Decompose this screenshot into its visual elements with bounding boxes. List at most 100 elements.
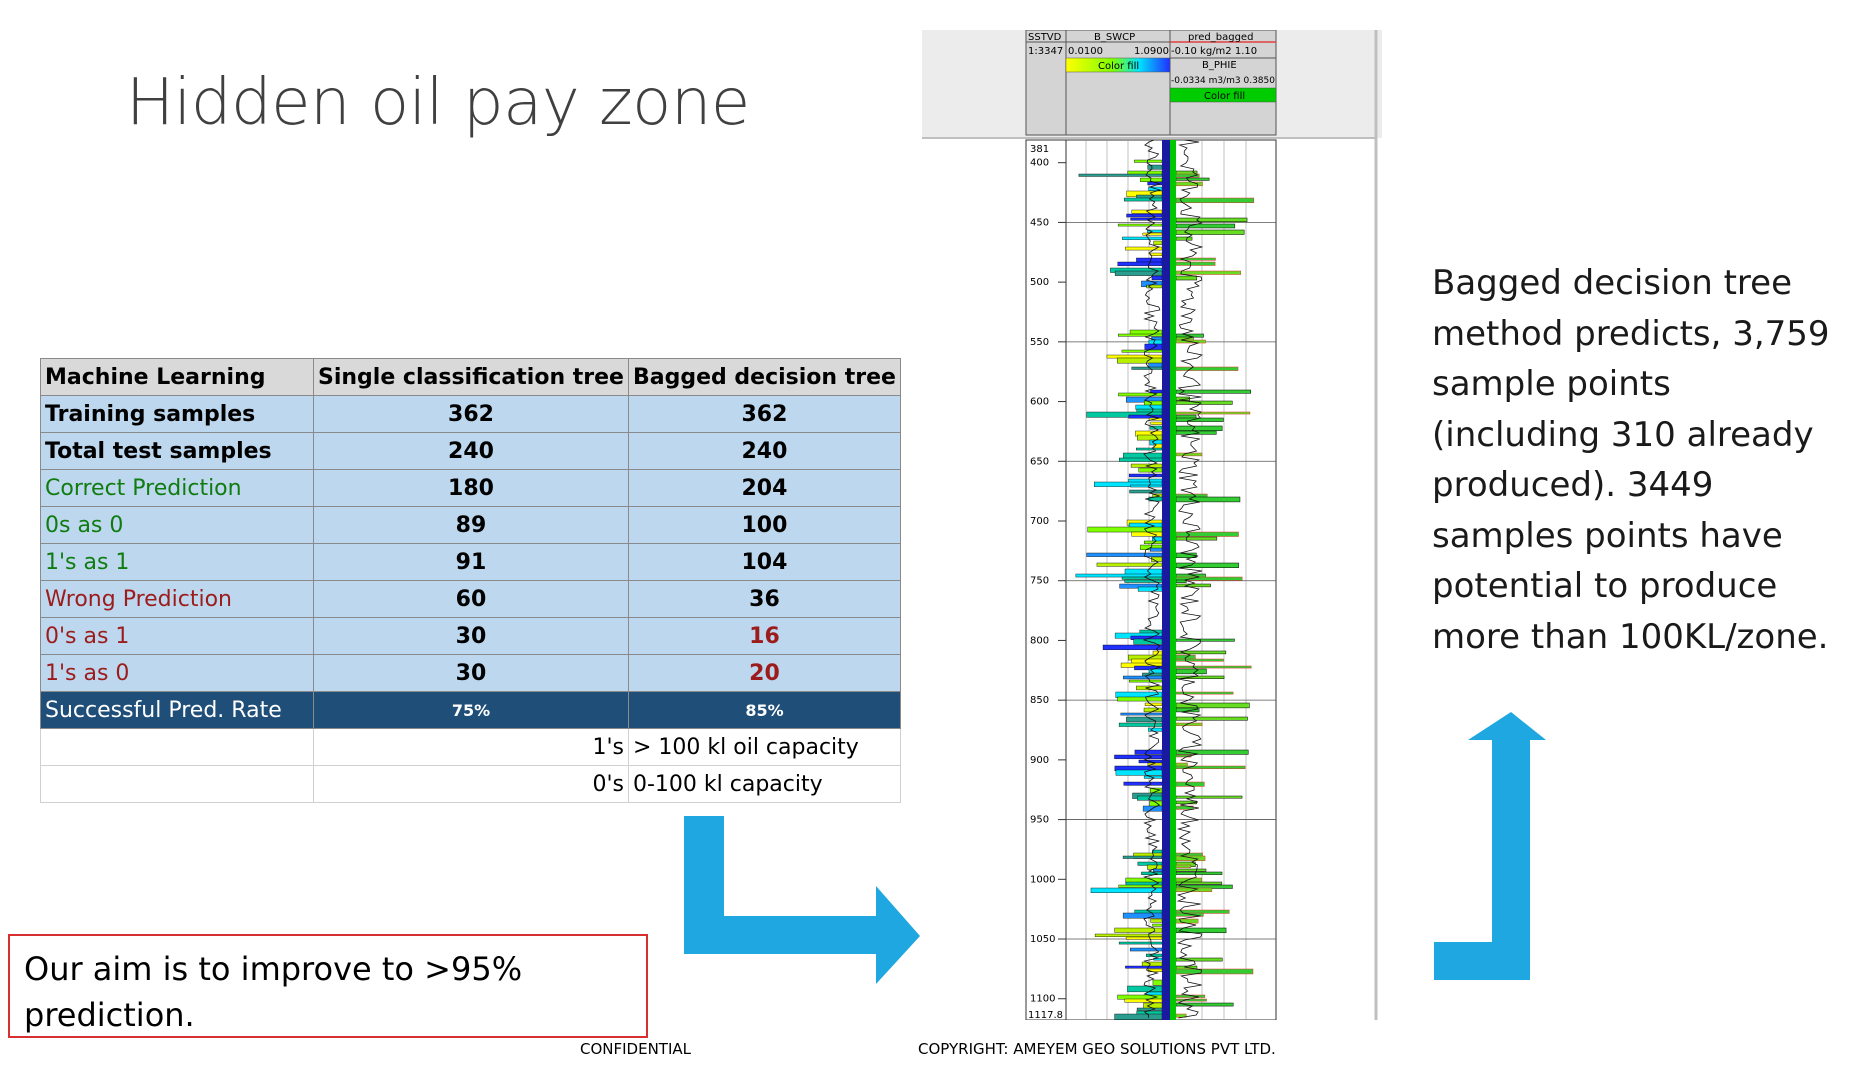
swcp-fill-segment (1150, 547, 1163, 552)
swcp-fill-segment (1126, 213, 1163, 218)
swcp-fill-segment (1134, 749, 1163, 755)
swcp-fill-segment (1118, 722, 1163, 727)
swcp-fill-segment (1125, 936, 1163, 940)
phie-fill-segment (1175, 217, 1248, 223)
bagged-value: 204 (627, 469, 901, 507)
bagged-value: 16 (627, 617, 901, 655)
swcp-fill-segment (1148, 727, 1163, 732)
depth-tick-label: 500 (1030, 277, 1049, 288)
confidential-label: CONFIDENTIAL (580, 1040, 692, 1058)
phie-fill-segment (1175, 275, 1198, 281)
row-label: Wrong Prediction (40, 580, 314, 618)
row-label: 0s as 0 (40, 506, 314, 544)
swcp-fill-segment (1123, 675, 1163, 680)
phie-fill-segment (1175, 452, 1203, 457)
swcp-fill-segment (1134, 159, 1163, 163)
swcp-fill-segment (1122, 855, 1163, 859)
phie-fill-segment (1175, 795, 1243, 799)
swcp-fill-segment (1127, 985, 1163, 993)
swcp-fill-segment (1114, 754, 1163, 760)
swcp-fill-segment (1106, 354, 1163, 359)
phie-fill-segment (1175, 968, 1254, 975)
swcp-fill-segment (1144, 343, 1163, 350)
track3-range: -0.0334 m3/m3 0.3850 (1171, 76, 1275, 86)
depth-tick-label: 900 (1030, 755, 1049, 766)
swcp-fill-segment (1130, 217, 1163, 221)
swcp-fill-segment (1121, 576, 1163, 580)
depth-tick-label: 650 (1030, 456, 1049, 467)
track1-min: 0.0100 (1068, 46, 1103, 57)
phie-fill-segment (1175, 668, 1207, 675)
single-value: 30 (313, 654, 629, 692)
phie-fill-segment (1175, 638, 1235, 642)
log-tracks: 381 1117.8 400 450 500 550 600 650 700 750 800 85… (1025, 139, 1277, 1020)
table-row: Successful Pred. Rate 75% 85% (40, 691, 901, 729)
swcp-fill-segment (1117, 261, 1163, 267)
swcp-fill-segment (1136, 257, 1163, 263)
phie-fill-segment (1175, 177, 1210, 181)
swcp-fill-segment (1120, 712, 1163, 716)
swcp-fill-segment (1150, 918, 1163, 923)
phie-fill-segment (1175, 425, 1223, 431)
track1-name: B_SWCP (1094, 32, 1135, 43)
depth-tick-label: 450 (1030, 217, 1049, 228)
phie-fill-segment (1175, 236, 1193, 241)
swcp-fill-segment (1149, 800, 1163, 807)
phie-fill-segment (1175, 927, 1227, 934)
row-label: 1's as 0 (40, 654, 314, 692)
phie-fill-segment (1175, 871, 1223, 875)
arrow-to-log-icon (684, 816, 924, 986)
swcp-fill-segment (1153, 868, 1163, 872)
legend-code: 0's (313, 765, 629, 803)
depth-tick-label: 600 (1030, 397, 1049, 408)
swcp-fill-segment (1121, 349, 1163, 353)
results-table: Machine Learning Single classification t… (40, 358, 901, 803)
phie-fill-segment (1175, 998, 1207, 1002)
single-value: 91 (313, 543, 629, 581)
swcp-fill-segment (1119, 457, 1163, 462)
legend-meaning: > 100 kl oil capacity (627, 728, 901, 766)
arrow-up-icon (1434, 712, 1546, 984)
row-label: 1's as 1 (40, 543, 314, 581)
swcp-fill-segment (1141, 871, 1163, 875)
table-row: Correct Prediction 180 204 (40, 469, 901, 507)
swcp-fill-segment (1115, 769, 1163, 776)
phie-fill-segment (1175, 702, 1250, 709)
header-cell: Single classification tree (313, 358, 629, 396)
swcp-fill-segment (1124, 197, 1163, 202)
table-row: 0's as 1 30 16 (40, 617, 901, 655)
track3-fill-label: Color fill (1204, 91, 1245, 102)
track2-range: -0.10 kg/m2 1.10 (1171, 46, 1257, 57)
track1-fill-label: Color fill (1098, 61, 1139, 72)
swcp-fill-segment (1138, 467, 1163, 473)
swcp-fill-segment (1141, 961, 1163, 967)
table-row: Wrong Prediction 60 36 (40, 580, 901, 618)
phie-fill-segment (1175, 855, 1206, 861)
swcp-curve (1142, 139, 1162, 1019)
phie-fill-segment (1175, 223, 1236, 229)
depth-tick-label: 700 (1030, 516, 1049, 527)
swcp-fill-segment (1144, 400, 1163, 406)
swcp-fill-segment (1118, 884, 1163, 888)
depth-top-label: 381 (1030, 144, 1049, 155)
depth-tick-label: 800 (1030, 635, 1049, 646)
swcp-fill-segment (1147, 164, 1163, 170)
swcp-fill-segment (1136, 1007, 1163, 1011)
phie-fill-segment (1175, 270, 1242, 275)
swcp-fill-segment (1150, 252, 1163, 256)
swcp-fill-segment (1086, 552, 1163, 557)
swcp-fill-segment (1102, 644, 1163, 650)
depth-tick-label: 850 (1030, 695, 1049, 706)
track1-max: 1.0900 (1134, 46, 1169, 57)
table-header-row: Machine Learning Single classification t… (40, 358, 901, 396)
phie-fill-segment (1175, 366, 1239, 371)
swcp-fill-segment (1118, 941, 1163, 945)
table-row: Total test samples 240 240 (40, 432, 901, 470)
depth-scale-label: 1:3347 (1028, 46, 1063, 57)
table-row: 0s as 0 89 100 (40, 506, 901, 544)
swcp-fill-segment (1124, 998, 1163, 1003)
table-row: 1's as 0 30 20 (40, 654, 901, 692)
swcp-fill-segment (1087, 526, 1163, 533)
well-log-plot: SSTVD 1:3347 B_SWCP 0.0100 1.0900 Color … (922, 30, 1382, 1020)
copyright-label: COPYRIGHT: AMEYEM GEO SOLUTIONS PVT LTD. (918, 1040, 1276, 1058)
